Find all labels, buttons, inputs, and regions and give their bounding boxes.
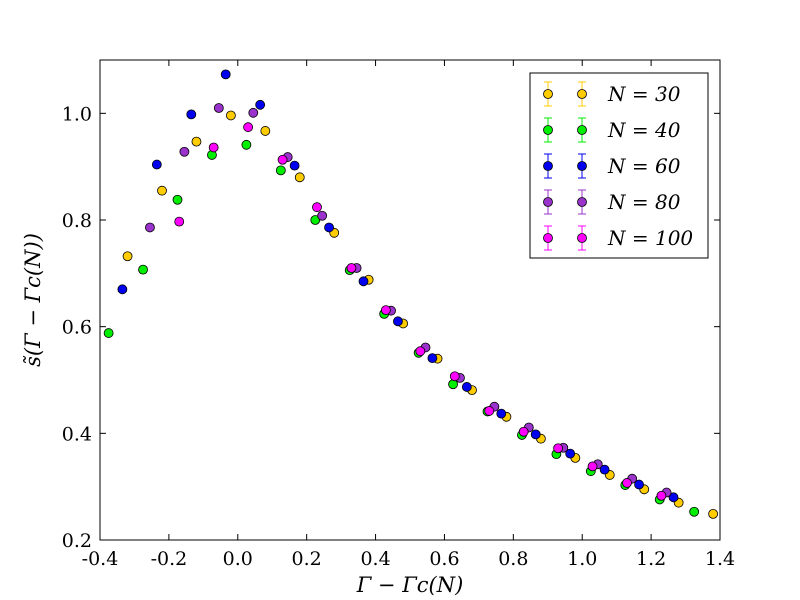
- legend-label: N = 40: [607, 118, 681, 142]
- data-point: [225, 110, 236, 121]
- data-point: [294, 172, 305, 183]
- legend-label: N = 60: [607, 154, 681, 178]
- legend-entry: N = 60: [543, 153, 681, 179]
- legend-box: [529, 72, 709, 259]
- axis-ticks: -0.4 -0.2 0.0 0.2 0.4 0.6 0.8 1.0 1.2 1.4 0.2 0.4 0.…: [62, 60, 735, 570]
- y-tick-label: 1.0: [62, 103, 92, 125]
- data-point: [260, 126, 271, 136]
- data-point: [565, 448, 576, 459]
- data-point: [449, 371, 460, 382]
- data-point: [191, 136, 202, 147]
- legend-marker: [543, 89, 553, 99]
- legend-label: N = 80: [607, 190, 681, 214]
- y-tick-label: 0.4: [62, 423, 92, 445]
- data-point: [122, 251, 133, 262]
- plot-marks: [103, 69, 719, 519]
- legend: N = 30 N = 40 N = 60 N = 80 N = 100: [529, 72, 709, 259]
- data-point: [117, 284, 128, 295]
- data-point: [317, 210, 328, 221]
- data-point: [275, 165, 286, 176]
- x-tick-label: 0.2: [292, 548, 322, 570]
- x-tick-label: 0.0: [223, 548, 253, 570]
- x-axis-label: Γ − Γc(N): [356, 573, 464, 597]
- data-point: [138, 264, 148, 275]
- data-point: [179, 146, 190, 157]
- data-point: [448, 379, 458, 390]
- data-point: [634, 479, 644, 490]
- data-point: [380, 305, 391, 316]
- legend-marker: [577, 233, 587, 243]
- x-tick-label: 0.4: [360, 548, 390, 570]
- x-tick-label: 1.2: [636, 548, 666, 570]
- data-point: [243, 122, 254, 133]
- data-point: [346, 263, 357, 273]
- legend-entry: N = 80: [543, 189, 681, 215]
- legend-marker: [543, 233, 553, 243]
- legend-entry: N = 40: [543, 117, 681, 143]
- data-point: [145, 222, 155, 233]
- data-point: [312, 202, 322, 213]
- data-point: [157, 185, 167, 196]
- data-point: [599, 464, 610, 475]
- legend-entry: N = 30: [543, 81, 681, 107]
- series-2: [117, 69, 679, 503]
- y-tick-label: 0.6: [62, 317, 92, 339]
- data-point: [241, 139, 252, 150]
- data-point: [324, 222, 334, 233]
- series-4: [174, 122, 667, 501]
- legend-marker: [543, 197, 553, 207]
- data-point: [248, 107, 259, 118]
- data-point: [208, 142, 219, 153]
- plot-frame: [99, 59, 721, 541]
- data-point: [587, 461, 598, 472]
- legend-label: N = 100: [607, 226, 693, 250]
- data-point: [151, 159, 162, 170]
- legend-marker: [543, 125, 553, 135]
- data-point: [708, 508, 719, 519]
- data-point: [172, 194, 183, 205]
- legend-marker: [577, 89, 587, 99]
- data-point: [415, 346, 426, 357]
- data-point: [622, 478, 632, 488]
- data-point: [530, 429, 541, 440]
- y-tick-label: 0.8: [62, 210, 92, 232]
- y-tick-label: 0.2: [62, 530, 92, 552]
- legend-entry: N = 100: [543, 225, 693, 251]
- legend-marker: [577, 197, 587, 207]
- data-point: [461, 382, 472, 392]
- x-tick-label: 1.4: [705, 548, 735, 570]
- data-point: [496, 408, 507, 419]
- data-point: [289, 160, 300, 171]
- data-point: [213, 103, 224, 113]
- legend-marker: [577, 161, 587, 171]
- data-point: [174, 216, 185, 227]
- data-point: [656, 490, 667, 501]
- data-point: [393, 316, 403, 327]
- data-point: [358, 276, 369, 287]
- data-point: [277, 154, 288, 165]
- x-tick-label: 1.0: [567, 548, 597, 570]
- x-tick-label: 0.8: [498, 548, 528, 570]
- y-axis-label: s̃(Γ − Γc(N)): [21, 233, 45, 367]
- data-point: [553, 443, 564, 454]
- legend-marker: [543, 161, 553, 171]
- data-point: [103, 328, 114, 338]
- data-point: [427, 353, 438, 364]
- x-tick-label: 0.6: [429, 548, 459, 570]
- data-point: [689, 506, 700, 517]
- x-tick-label: -0.4: [82, 548, 119, 570]
- data-point: [220, 69, 231, 80]
- data-point: [668, 492, 679, 503]
- data-point: [518, 426, 529, 437]
- data-point: [484, 406, 495, 416]
- legend-label: N = 30: [607, 82, 681, 106]
- legend-marker: [577, 125, 587, 135]
- data-point: [186, 109, 197, 120]
- data-point: [255, 99, 266, 110]
- x-tick-label: -0.2: [151, 548, 188, 570]
